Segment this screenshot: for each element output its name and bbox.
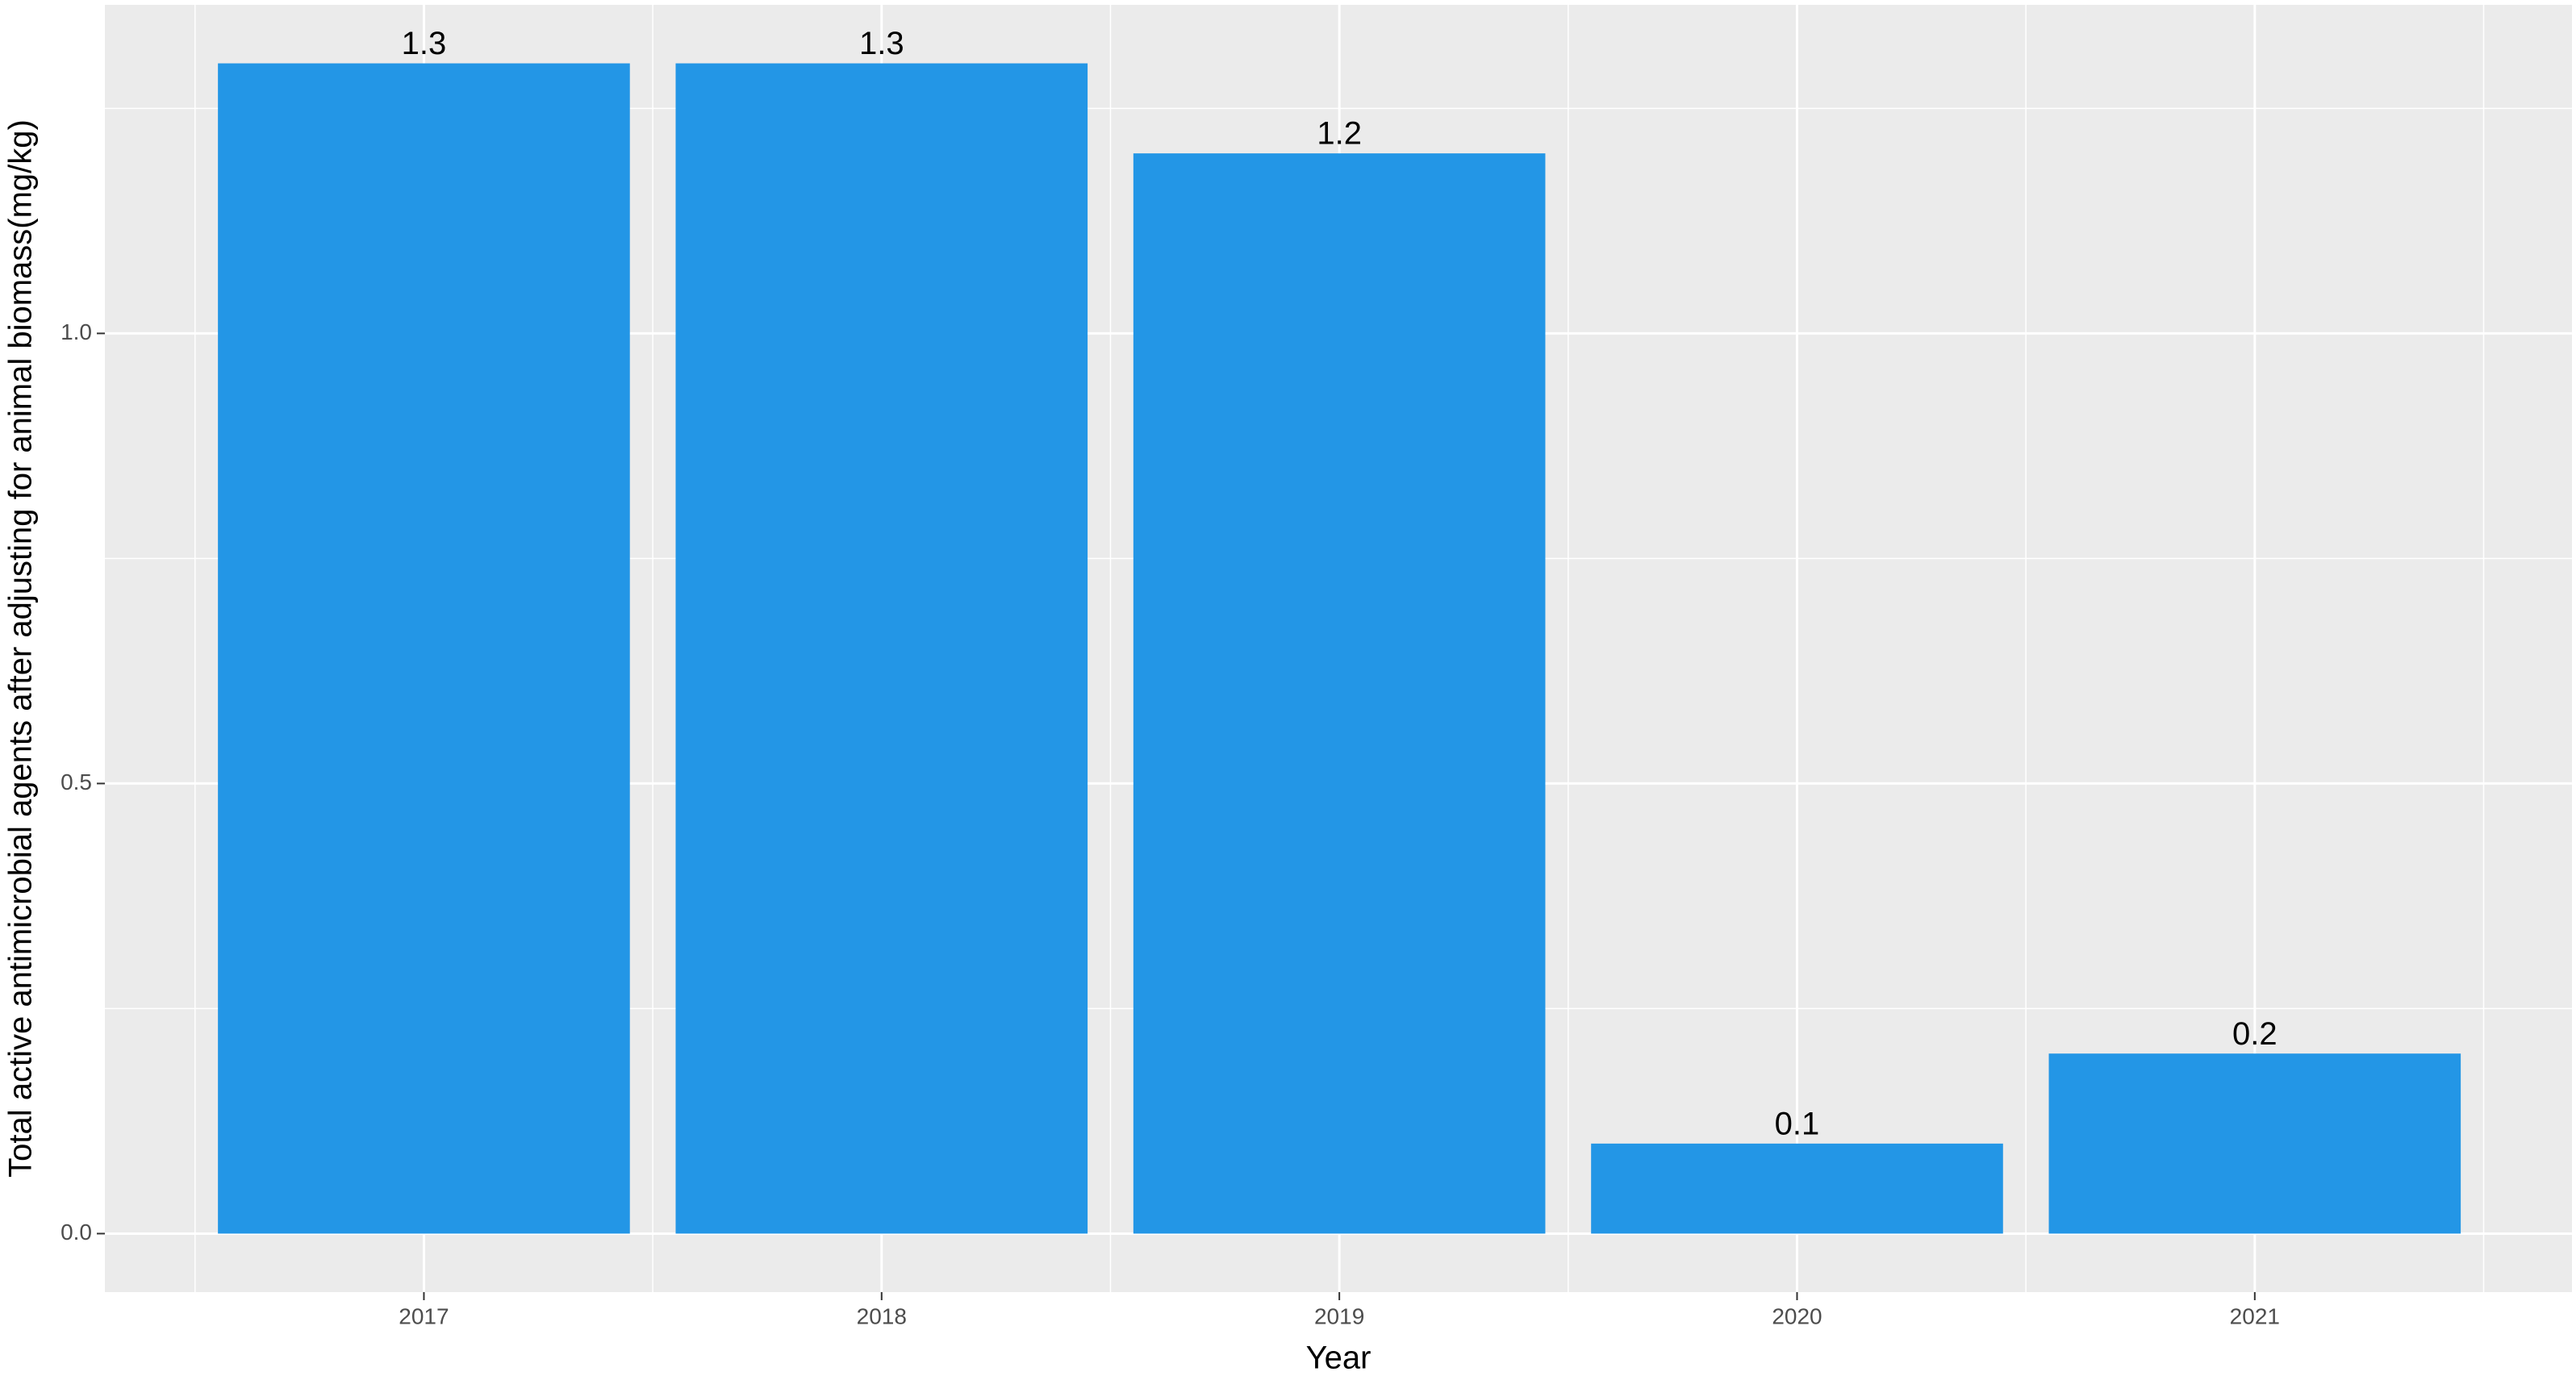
x-axis-title: Year xyxy=(1306,1341,1372,1376)
value-label: 1.2 xyxy=(1317,116,1362,152)
bar xyxy=(2048,1053,2461,1234)
x-tick-label: 2021 xyxy=(2230,1303,2280,1328)
x-tick-label: 2018 xyxy=(857,1303,907,1328)
x-tick-label: 2020 xyxy=(1772,1303,1822,1328)
bar xyxy=(1591,1143,2003,1234)
value-label: 1.3 xyxy=(859,26,904,61)
y-tick-label: 1.0 xyxy=(61,319,92,344)
bar xyxy=(218,63,630,1234)
y-tick-label: 0.5 xyxy=(61,769,92,794)
bar xyxy=(675,63,1088,1234)
y-tick-label: 0.0 xyxy=(61,1220,92,1245)
x-tick-label: 2019 xyxy=(1314,1303,1364,1328)
value-label: 0.2 xyxy=(2232,1016,2277,1052)
value-label: 1.3 xyxy=(402,26,447,61)
value-label: 0.1 xyxy=(1775,1106,1820,1141)
x-tick-label: 2017 xyxy=(399,1303,449,1328)
y-axis-title: Total active antimicrobial agents after … xyxy=(3,119,39,1178)
bar xyxy=(1133,153,1546,1234)
